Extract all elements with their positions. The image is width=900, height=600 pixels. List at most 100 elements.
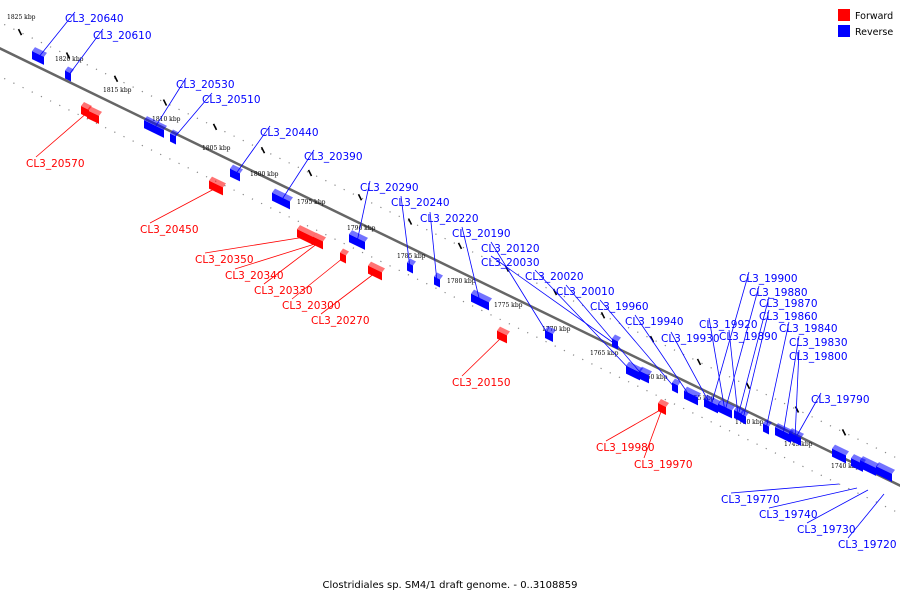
gene-body bbox=[87, 110, 99, 124]
leader-line bbox=[794, 349, 800, 440]
gene-label: CL3_19840 bbox=[779, 323, 838, 335]
forward-gene-glyph bbox=[209, 176, 226, 196]
forward-gene-glyph bbox=[658, 399, 669, 415]
tick-label: 1760 kbp bbox=[639, 374, 668, 381]
leader-line bbox=[605, 408, 663, 442]
tick-label: 1740 kbp bbox=[831, 463, 860, 470]
gene-label: CL3_20610 bbox=[93, 30, 152, 42]
leader-line bbox=[153, 77, 187, 130]
leader-line bbox=[37, 11, 76, 59]
leader-line bbox=[599, 299, 676, 389]
gene-label: CL3_20330 bbox=[254, 285, 313, 297]
leader-line bbox=[291, 257, 344, 300]
gene-top-face bbox=[626, 361, 643, 373]
tick-mark bbox=[745, 382, 751, 390]
gene-label: CL3_19870 bbox=[759, 298, 818, 310]
tick-label: 1770 kbp bbox=[542, 326, 571, 333]
tick-mark bbox=[307, 169, 313, 177]
leader-line bbox=[149, 187, 217, 224]
leader-line bbox=[634, 314, 692, 399]
tick-label: 1755 kbp bbox=[686, 395, 715, 402]
gene-top-face bbox=[272, 188, 293, 202]
leader-line bbox=[204, 236, 306, 254]
leader-line bbox=[708, 317, 726, 412]
gene-label: CL3_20510 bbox=[202, 94, 261, 106]
tick-mark bbox=[600, 311, 606, 319]
gene-top-face bbox=[65, 66, 74, 74]
tick-label: 1800 kbp bbox=[250, 171, 279, 178]
tick-label: 1750 kbp bbox=[735, 419, 764, 426]
genome-caption: Clostridiales sp. SM4/1 draft genome. - … bbox=[323, 580, 578, 591]
leader-line bbox=[765, 321, 790, 430]
gene-top-face bbox=[789, 428, 804, 438]
reverse-gene-glyph bbox=[718, 399, 735, 419]
leader-line bbox=[490, 255, 616, 345]
tick-mark bbox=[212, 123, 218, 131]
gene-label: CL3_19980 bbox=[596, 442, 655, 454]
tick-label: 1820 kbp bbox=[55, 56, 84, 63]
tick-label: 1815 kbp bbox=[103, 87, 132, 94]
leader-line bbox=[429, 211, 438, 283]
forward-gene-glyph bbox=[497, 326, 510, 344]
gene-label: CL3_19830 bbox=[789, 337, 848, 349]
gene-top-face bbox=[497, 326, 510, 336]
gene-label: CL3_20240 bbox=[391, 197, 450, 209]
legend-forward-label: Forward bbox=[855, 11, 893, 22]
gene-label: CL3_19790 bbox=[811, 394, 870, 406]
gene-top-face bbox=[612, 334, 621, 342]
forward-gene-glyph bbox=[87, 106, 102, 124]
gene-label: CL3_19940 bbox=[625, 316, 684, 328]
gene-top-face bbox=[340, 248, 349, 256]
gene-top-face bbox=[144, 116, 167, 130]
leader-line bbox=[670, 331, 712, 407]
label-leader-lines bbox=[35, 11, 885, 539]
gene-label: CL3_20220 bbox=[420, 213, 479, 225]
gene-label: CL3_20010 bbox=[556, 286, 615, 298]
gene-label: CL3_20290 bbox=[360, 182, 419, 194]
leader-line bbox=[461, 226, 481, 303]
tick-label: 1775 kbp bbox=[494, 302, 523, 309]
gene-label: CL3_20270 bbox=[311, 315, 370, 327]
leader-line bbox=[490, 241, 550, 337]
reverse-gene-glyph bbox=[832, 444, 849, 464]
leader-line bbox=[461, 336, 503, 377]
gene-label: CL3_19880 bbox=[749, 287, 808, 299]
leader-line bbox=[356, 180, 371, 243]
gene-label: CL3_20300 bbox=[282, 300, 341, 312]
tick-label: 1790 kbp bbox=[347, 225, 376, 232]
tick-label: 1810 kbp bbox=[152, 116, 181, 123]
gene-label: CL3_19920 bbox=[699, 319, 758, 331]
gene-label: CL3_19900 bbox=[739, 273, 798, 285]
leader-line bbox=[742, 309, 770, 420]
gene-top-face bbox=[832, 444, 849, 456]
gene-label: CL3_19770 bbox=[721, 494, 780, 506]
gene-top-face bbox=[672, 378, 681, 386]
gene-top-face bbox=[876, 462, 895, 474]
gene-top-face bbox=[87, 106, 102, 116]
reverse-gene-glyph bbox=[876, 462, 895, 482]
gene-label: CL3_19730 bbox=[797, 524, 856, 536]
gene-label: CL3_19970 bbox=[634, 459, 693, 471]
reverse-gene-glyph bbox=[407, 258, 416, 274]
gene-label: CL3_20530 bbox=[176, 79, 235, 91]
tick-mark bbox=[794, 406, 800, 413]
legend-reverse-label: Reverse bbox=[855, 27, 893, 38]
leader-line bbox=[847, 493, 885, 539]
leader-line bbox=[400, 195, 411, 269]
reverse-gene-glyph bbox=[471, 289, 492, 311]
leader-line bbox=[534, 269, 634, 374]
tick-mark bbox=[457, 242, 463, 250]
leader-line bbox=[730, 483, 840, 494]
leader-line bbox=[806, 489, 869, 524]
leader-line bbox=[728, 329, 739, 417]
tick-mark bbox=[357, 193, 363, 201]
gene-top-face bbox=[860, 456, 879, 468]
tick-mark bbox=[696, 358, 702, 366]
tick-mark bbox=[65, 52, 71, 59]
leader-line bbox=[234, 242, 319, 270]
gene-label: CL3_20350 bbox=[195, 254, 254, 266]
legend-forward-swatch bbox=[838, 9, 850, 21]
leader-line bbox=[794, 392, 822, 440]
gene-top-face bbox=[684, 386, 701, 398]
